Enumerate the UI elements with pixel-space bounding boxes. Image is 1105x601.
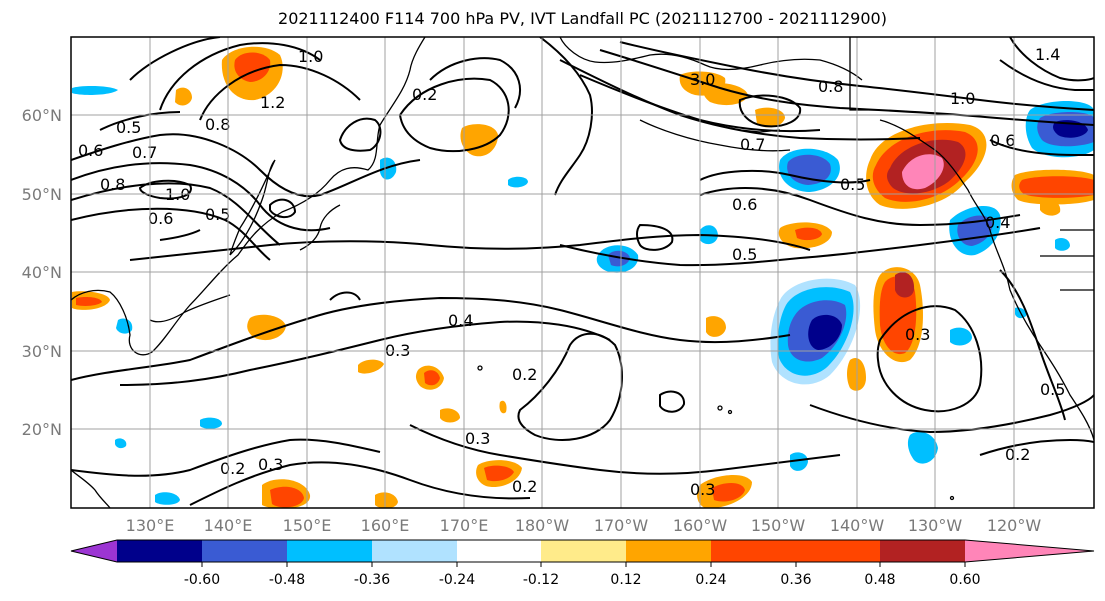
contour-label: 0.6 bbox=[732, 195, 757, 214]
contour-label: 3.0 bbox=[690, 70, 715, 89]
contour-label: 1.0 bbox=[298, 47, 323, 66]
contour-label: 0.3 bbox=[690, 480, 715, 499]
colorbar-swatch bbox=[541, 540, 626, 562]
contour-label: 0.2 bbox=[1005, 445, 1030, 464]
lon-label: 170°W bbox=[594, 516, 649, 535]
contour-label: 0.7 bbox=[740, 135, 765, 154]
colorbar-tick-label: 0.24 bbox=[695, 572, 726, 588]
contour-label: 0.2 bbox=[512, 365, 537, 384]
colorbar-swatch bbox=[202, 540, 287, 562]
contour-label: 0.2 bbox=[412, 85, 437, 104]
contour-label: 0.5 bbox=[840, 175, 865, 194]
lon-label: 180°W bbox=[515, 516, 570, 535]
contour-label: 0.5 bbox=[1040, 380, 1065, 399]
colorbar-extend-left bbox=[71, 540, 117, 562]
contour-label: 0.6 bbox=[148, 209, 173, 228]
contour-label: 0.3 bbox=[905, 325, 930, 344]
lon-label: 160°E bbox=[361, 516, 410, 535]
lon-label: 150°E bbox=[283, 516, 332, 535]
colorbar-extend-right bbox=[965, 540, 1094, 562]
colorbar-tick-label: -0.12 bbox=[523, 572, 559, 588]
colorbar-tick-label: -0.36 bbox=[354, 572, 390, 588]
contour-label: 0.5 bbox=[116, 118, 141, 137]
colorbar-swatch bbox=[372, 540, 457, 562]
lon-label: 140°W bbox=[830, 516, 885, 535]
colorbar-tick-label: -0.60 bbox=[184, 572, 220, 588]
colorbar-tick-label: 0.12 bbox=[610, 572, 641, 588]
lat-label: 30°N bbox=[22, 342, 62, 361]
contour-label: 0.8 bbox=[818, 77, 843, 96]
colorbar-swatch bbox=[880, 540, 965, 562]
contour-label: 0.3 bbox=[465, 429, 490, 448]
lon-label: 130°W bbox=[908, 516, 963, 535]
colorbar: -0.60 -0.48 -0.36 -0.24 -0.12 0.12 0.24 … bbox=[70, 539, 1095, 588]
lon-label: 120°W bbox=[987, 516, 1042, 535]
gridlines bbox=[71, 37, 1094, 508]
contour-label: 0.7 bbox=[132, 143, 157, 162]
contour-label: 0.2 bbox=[512, 477, 537, 496]
colorbar-swatch bbox=[711, 540, 796, 562]
lon-label: 150°W bbox=[751, 516, 806, 535]
lat-label: 60°N bbox=[22, 106, 62, 125]
colorbar-tick-label: -0.24 bbox=[439, 572, 475, 588]
coastlines bbox=[71, 37, 1094, 508]
plot-frame bbox=[70, 36, 1095, 509]
colorbar-swatch bbox=[287, 540, 372, 562]
lat-label: 50°N bbox=[22, 185, 62, 204]
colorbar-tick-label: 0.48 bbox=[864, 572, 895, 588]
lon-label: 160°W bbox=[673, 516, 728, 535]
colorbar-tick-label: 0.36 bbox=[780, 572, 811, 588]
colorbar-swatch bbox=[457, 540, 541, 562]
latitude-labels: 60°N 50°N 40°N 30°N 20°N bbox=[22, 106, 62, 439]
contour-label: 1.0 bbox=[950, 89, 975, 108]
contour-label: 0.5 bbox=[205, 205, 230, 224]
longitude-labels: 130°E 140°E 150°E 160°E 170°E 180°W 170°… bbox=[126, 516, 1042, 535]
contour-label: 0.5 bbox=[732, 245, 757, 264]
contour-label: 1.4 bbox=[1035, 45, 1060, 64]
colorbar-tick-label: -0.48 bbox=[269, 572, 305, 588]
lon-label: 140°E bbox=[204, 516, 253, 535]
contour-label: 0.8 bbox=[205, 115, 230, 134]
contour-label: 0.4 bbox=[985, 213, 1010, 232]
contour-labels: 1.0 1.2 0.5 0.6 0.7 0.8 1.0 0.6 0.5 0.3 … bbox=[78, 45, 1065, 499]
contour-label: 0.6 bbox=[78, 141, 103, 160]
contour-label: 1.2 bbox=[260, 93, 285, 112]
lon-label: 170°E bbox=[440, 516, 489, 535]
lat-label: 40°N bbox=[22, 263, 62, 282]
map-title: 2021112400 F114 700 hPa PV, IVT Landfall… bbox=[278, 9, 887, 28]
colorbar-swatch bbox=[626, 540, 711, 562]
lon-label: 130°E bbox=[126, 516, 175, 535]
contour-label: 0.2 bbox=[220, 459, 245, 478]
colorbar-swatch bbox=[117, 540, 202, 562]
colorbar-tick-label: 0.60 bbox=[949, 572, 980, 588]
colorbar-swatch bbox=[796, 540, 880, 562]
contour-label: 0.4 bbox=[448, 311, 473, 330]
contour-label: 0.8 bbox=[100, 175, 125, 194]
contour-label: 0.3 bbox=[258, 455, 283, 474]
lat-label: 20°N bbox=[22, 420, 62, 439]
shaded-field bbox=[72, 46, 1094, 508]
contour-label: 0.6 bbox=[990, 131, 1015, 150]
